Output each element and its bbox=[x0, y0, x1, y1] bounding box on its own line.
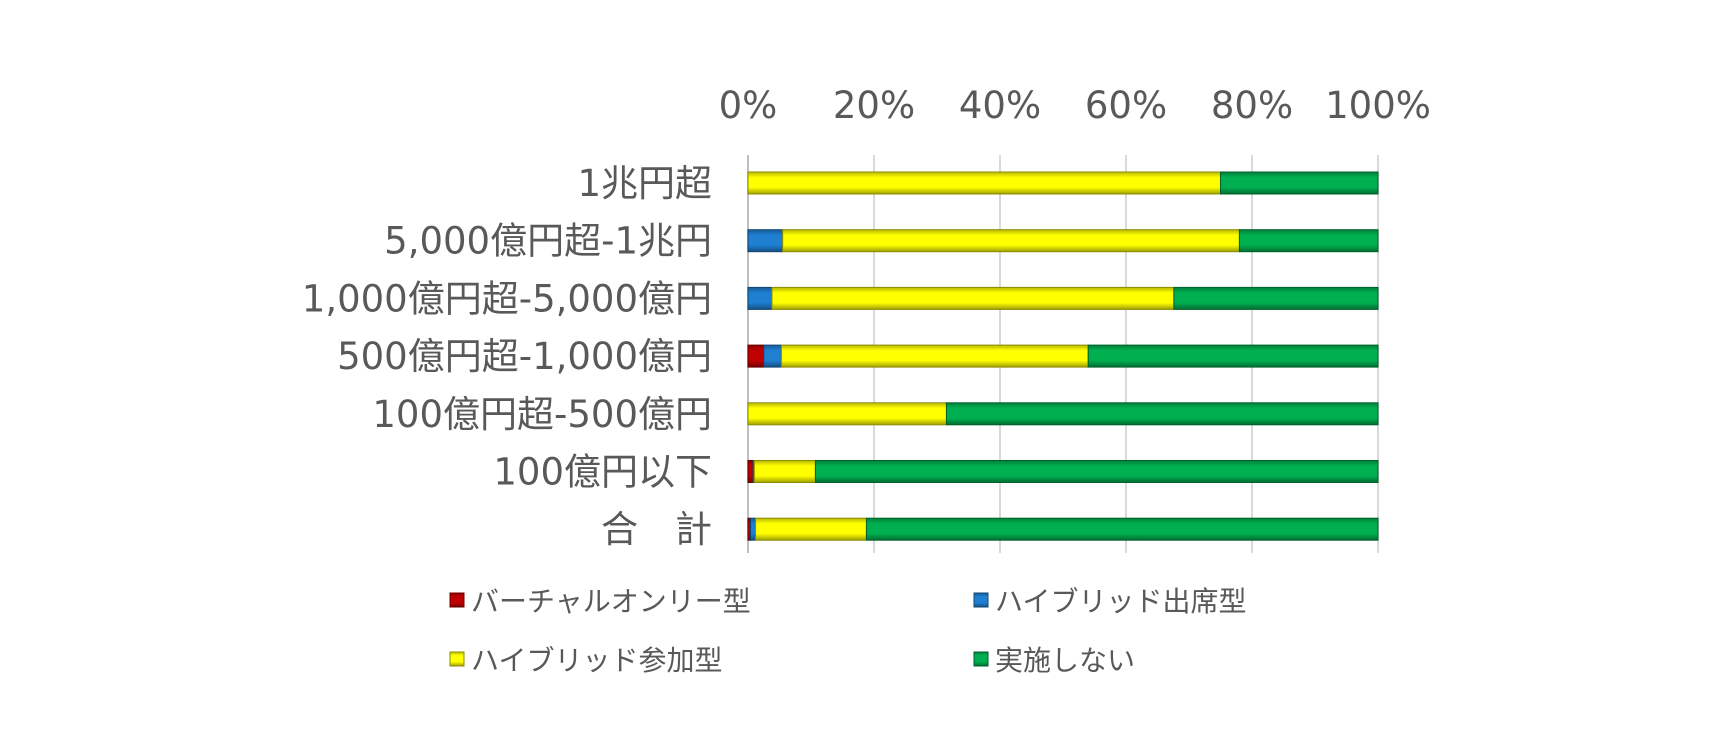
legend-swatch bbox=[449, 651, 465, 667]
legend-label: バーチャルオンリー型 bbox=[471, 585, 751, 618]
x-axis-ticks: 0% 20% 40% 60% 80% 100% bbox=[719, 84, 1431, 127]
category-label: 合 計 bbox=[601, 508, 712, 551]
category-label: 100億円超-500億円 bbox=[372, 393, 712, 436]
bar-segment bbox=[753, 460, 816, 483]
bar-segment bbox=[755, 517, 867, 541]
x-tick-label: 60% bbox=[1085, 84, 1167, 127]
legend-label: ハイブリッド参加型 bbox=[471, 644, 722, 677]
bar-segment bbox=[747, 286, 773, 310]
bar-segment bbox=[747, 460, 754, 483]
x-tick-label: 100% bbox=[1325, 84, 1431, 127]
category-label: 5,000億円超-1兆円 bbox=[384, 220, 712, 263]
category-label: 1,000億円超-5,000億円 bbox=[302, 277, 712, 320]
category-label: 100億円以下 bbox=[493, 451, 712, 494]
bar-segment bbox=[1173, 286, 1379, 310]
bar-segment bbox=[771, 286, 1175, 310]
bar-segment bbox=[747, 344, 765, 368]
category-label: 500億円超-1,000億円 bbox=[337, 335, 712, 378]
bar-segment bbox=[780, 344, 1089, 368]
x-tick-label: 80% bbox=[1211, 84, 1293, 127]
x-tick-label: 40% bbox=[959, 84, 1041, 127]
bar-segment bbox=[747, 402, 947, 426]
bar-segment bbox=[750, 517, 757, 541]
bar-segment bbox=[1220, 171, 1379, 195]
bar-segment bbox=[763, 344, 782, 368]
bar-segment bbox=[945, 402, 1379, 426]
legend-swatch bbox=[973, 592, 989, 608]
legend-label: 実施しない bbox=[995, 644, 1135, 677]
x-tick-label: 20% bbox=[833, 84, 915, 127]
bar-segment bbox=[1238, 229, 1379, 253]
category-labels: 1兆円超 5,000億円超-1兆円 1,000億円超-5,000億円 500億円超-1… bbox=[302, 162, 712, 551]
category-label: 1兆円超 bbox=[577, 162, 712, 205]
bars bbox=[747, 171, 1379, 541]
legend-label: ハイブリッド出席型 bbox=[995, 585, 1246, 618]
x-tick-label: 0% bbox=[719, 84, 778, 127]
bar-segment bbox=[747, 229, 784, 253]
bar-segment bbox=[747, 171, 1221, 195]
bar-segment bbox=[1087, 344, 1379, 368]
bar-segment bbox=[814, 460, 1379, 483]
legend-swatch bbox=[973, 651, 989, 667]
legend-swatch bbox=[449, 592, 465, 608]
bar-segment bbox=[865, 517, 1379, 541]
bar-segment bbox=[782, 229, 1240, 253]
